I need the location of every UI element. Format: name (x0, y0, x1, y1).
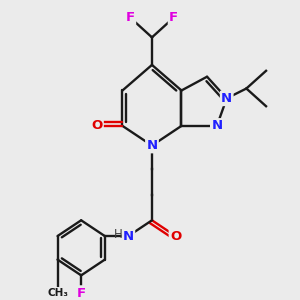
Text: N: N (123, 230, 134, 242)
Text: O: O (91, 119, 103, 132)
Text: F: F (126, 11, 135, 24)
Text: O: O (170, 230, 181, 242)
Text: CH₃: CH₃ (47, 288, 68, 298)
Text: N: N (211, 119, 222, 132)
Text: H: H (114, 228, 123, 241)
Text: N: N (146, 139, 158, 152)
Text: F: F (169, 11, 178, 24)
Text: F: F (76, 286, 86, 300)
Text: N: N (221, 92, 232, 105)
